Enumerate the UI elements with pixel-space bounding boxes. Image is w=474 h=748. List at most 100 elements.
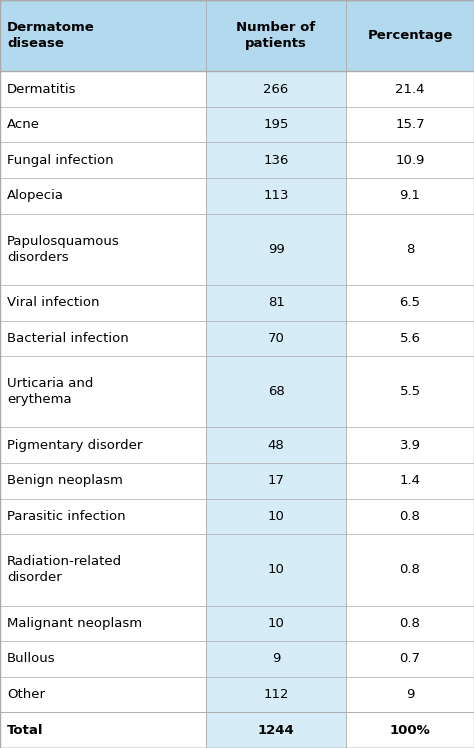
Text: 136: 136	[264, 154, 289, 167]
Bar	[0, 356, 206, 427]
Bar	[0, 285, 206, 321]
Bar	[346, 142, 474, 178]
Text: 10: 10	[268, 563, 284, 577]
Bar	[0, 534, 206, 606]
Text: 195: 195	[264, 118, 289, 131]
Text: Radiation-related
disorder: Radiation-related disorder	[7, 556, 122, 584]
Text: Bullous: Bullous	[7, 652, 56, 666]
Text: Benign neoplasm: Benign neoplasm	[7, 474, 123, 488]
Text: Total: Total	[7, 724, 44, 737]
Text: 113: 113	[264, 189, 289, 203]
Text: 15.7: 15.7	[395, 118, 425, 131]
Text: 9.1: 9.1	[400, 189, 420, 203]
Text: 17: 17	[268, 474, 284, 488]
Bar	[346, 0, 474, 71]
Text: Dermatome
disease: Dermatome disease	[7, 21, 95, 50]
Bar	[346, 534, 474, 606]
Bar	[206, 463, 346, 499]
Bar	[206, 71, 346, 107]
Text: 5.5: 5.5	[400, 385, 420, 398]
Bar	[206, 214, 346, 285]
Text: Malignant neoplasm: Malignant neoplasm	[7, 617, 142, 630]
Text: 3.9: 3.9	[400, 439, 420, 452]
Bar	[206, 356, 346, 427]
Bar	[346, 677, 474, 712]
Bar	[346, 71, 474, 107]
Text: 1244: 1244	[258, 724, 294, 737]
Text: 6.5: 6.5	[400, 296, 420, 309]
Text: 8: 8	[406, 243, 414, 256]
Bar	[0, 107, 206, 142]
Bar	[206, 534, 346, 606]
Bar	[206, 427, 346, 463]
Bar	[206, 641, 346, 677]
Bar	[0, 214, 206, 285]
Bar	[206, 712, 346, 748]
Text: 10: 10	[268, 510, 284, 523]
Text: 5.6: 5.6	[400, 332, 420, 345]
Bar	[0, 499, 206, 534]
Bar	[346, 641, 474, 677]
Text: 100%: 100%	[390, 724, 430, 737]
Bar	[0, 606, 206, 641]
Text: Percentage: Percentage	[367, 29, 453, 42]
Bar	[206, 285, 346, 321]
Bar	[206, 606, 346, 641]
Bar	[206, 321, 346, 356]
Text: 112: 112	[264, 688, 289, 701]
Text: Alopecia: Alopecia	[7, 189, 64, 203]
Text: Pigmentary disorder: Pigmentary disorder	[7, 439, 143, 452]
Text: Parasitic infection: Parasitic infection	[7, 510, 126, 523]
Text: Fungal infection: Fungal infection	[7, 154, 114, 167]
Bar	[0, 712, 206, 748]
Text: Bacterial infection: Bacterial infection	[7, 332, 129, 345]
Bar	[206, 142, 346, 178]
Bar	[206, 677, 346, 712]
Bar	[206, 0, 346, 71]
Bar	[206, 499, 346, 534]
Bar	[0, 321, 206, 356]
Text: 70: 70	[268, 332, 284, 345]
Bar	[0, 463, 206, 499]
Text: 21.4: 21.4	[395, 82, 425, 96]
Text: 9: 9	[406, 688, 414, 701]
Bar	[346, 606, 474, 641]
Bar	[0, 178, 206, 214]
Bar	[346, 214, 474, 285]
Bar	[346, 427, 474, 463]
Bar	[346, 499, 474, 534]
Text: 10: 10	[268, 617, 284, 630]
Text: 0.8: 0.8	[400, 617, 420, 630]
Text: Acne: Acne	[7, 118, 40, 131]
Bar	[0, 71, 206, 107]
Bar	[346, 463, 474, 499]
Text: Urticaria and
erythema: Urticaria and erythema	[7, 377, 93, 406]
Text: Papulosquamous
disorders: Papulosquamous disorders	[7, 235, 120, 264]
Bar	[346, 107, 474, 142]
Text: Other: Other	[7, 688, 45, 701]
Text: 0.8: 0.8	[400, 510, 420, 523]
Bar	[346, 712, 474, 748]
Bar	[206, 107, 346, 142]
Text: 9: 9	[272, 652, 280, 666]
Text: 0.7: 0.7	[400, 652, 420, 666]
Bar	[346, 356, 474, 427]
Text: Dermatitis: Dermatitis	[7, 82, 77, 96]
Text: 68: 68	[268, 385, 284, 398]
Bar	[206, 178, 346, 214]
Text: Viral infection: Viral infection	[7, 296, 100, 309]
Bar	[0, 142, 206, 178]
Bar	[0, 427, 206, 463]
Bar	[346, 285, 474, 321]
Text: 48: 48	[268, 439, 284, 452]
Text: 1.4: 1.4	[400, 474, 420, 488]
Bar	[346, 178, 474, 214]
Text: Number of
patients: Number of patients	[237, 21, 316, 50]
Text: 266: 266	[264, 82, 289, 96]
Bar	[346, 321, 474, 356]
Text: 10.9: 10.9	[395, 154, 425, 167]
Bar	[0, 641, 206, 677]
Text: 99: 99	[268, 243, 284, 256]
Bar	[0, 0, 206, 71]
Text: 0.8: 0.8	[400, 563, 420, 577]
